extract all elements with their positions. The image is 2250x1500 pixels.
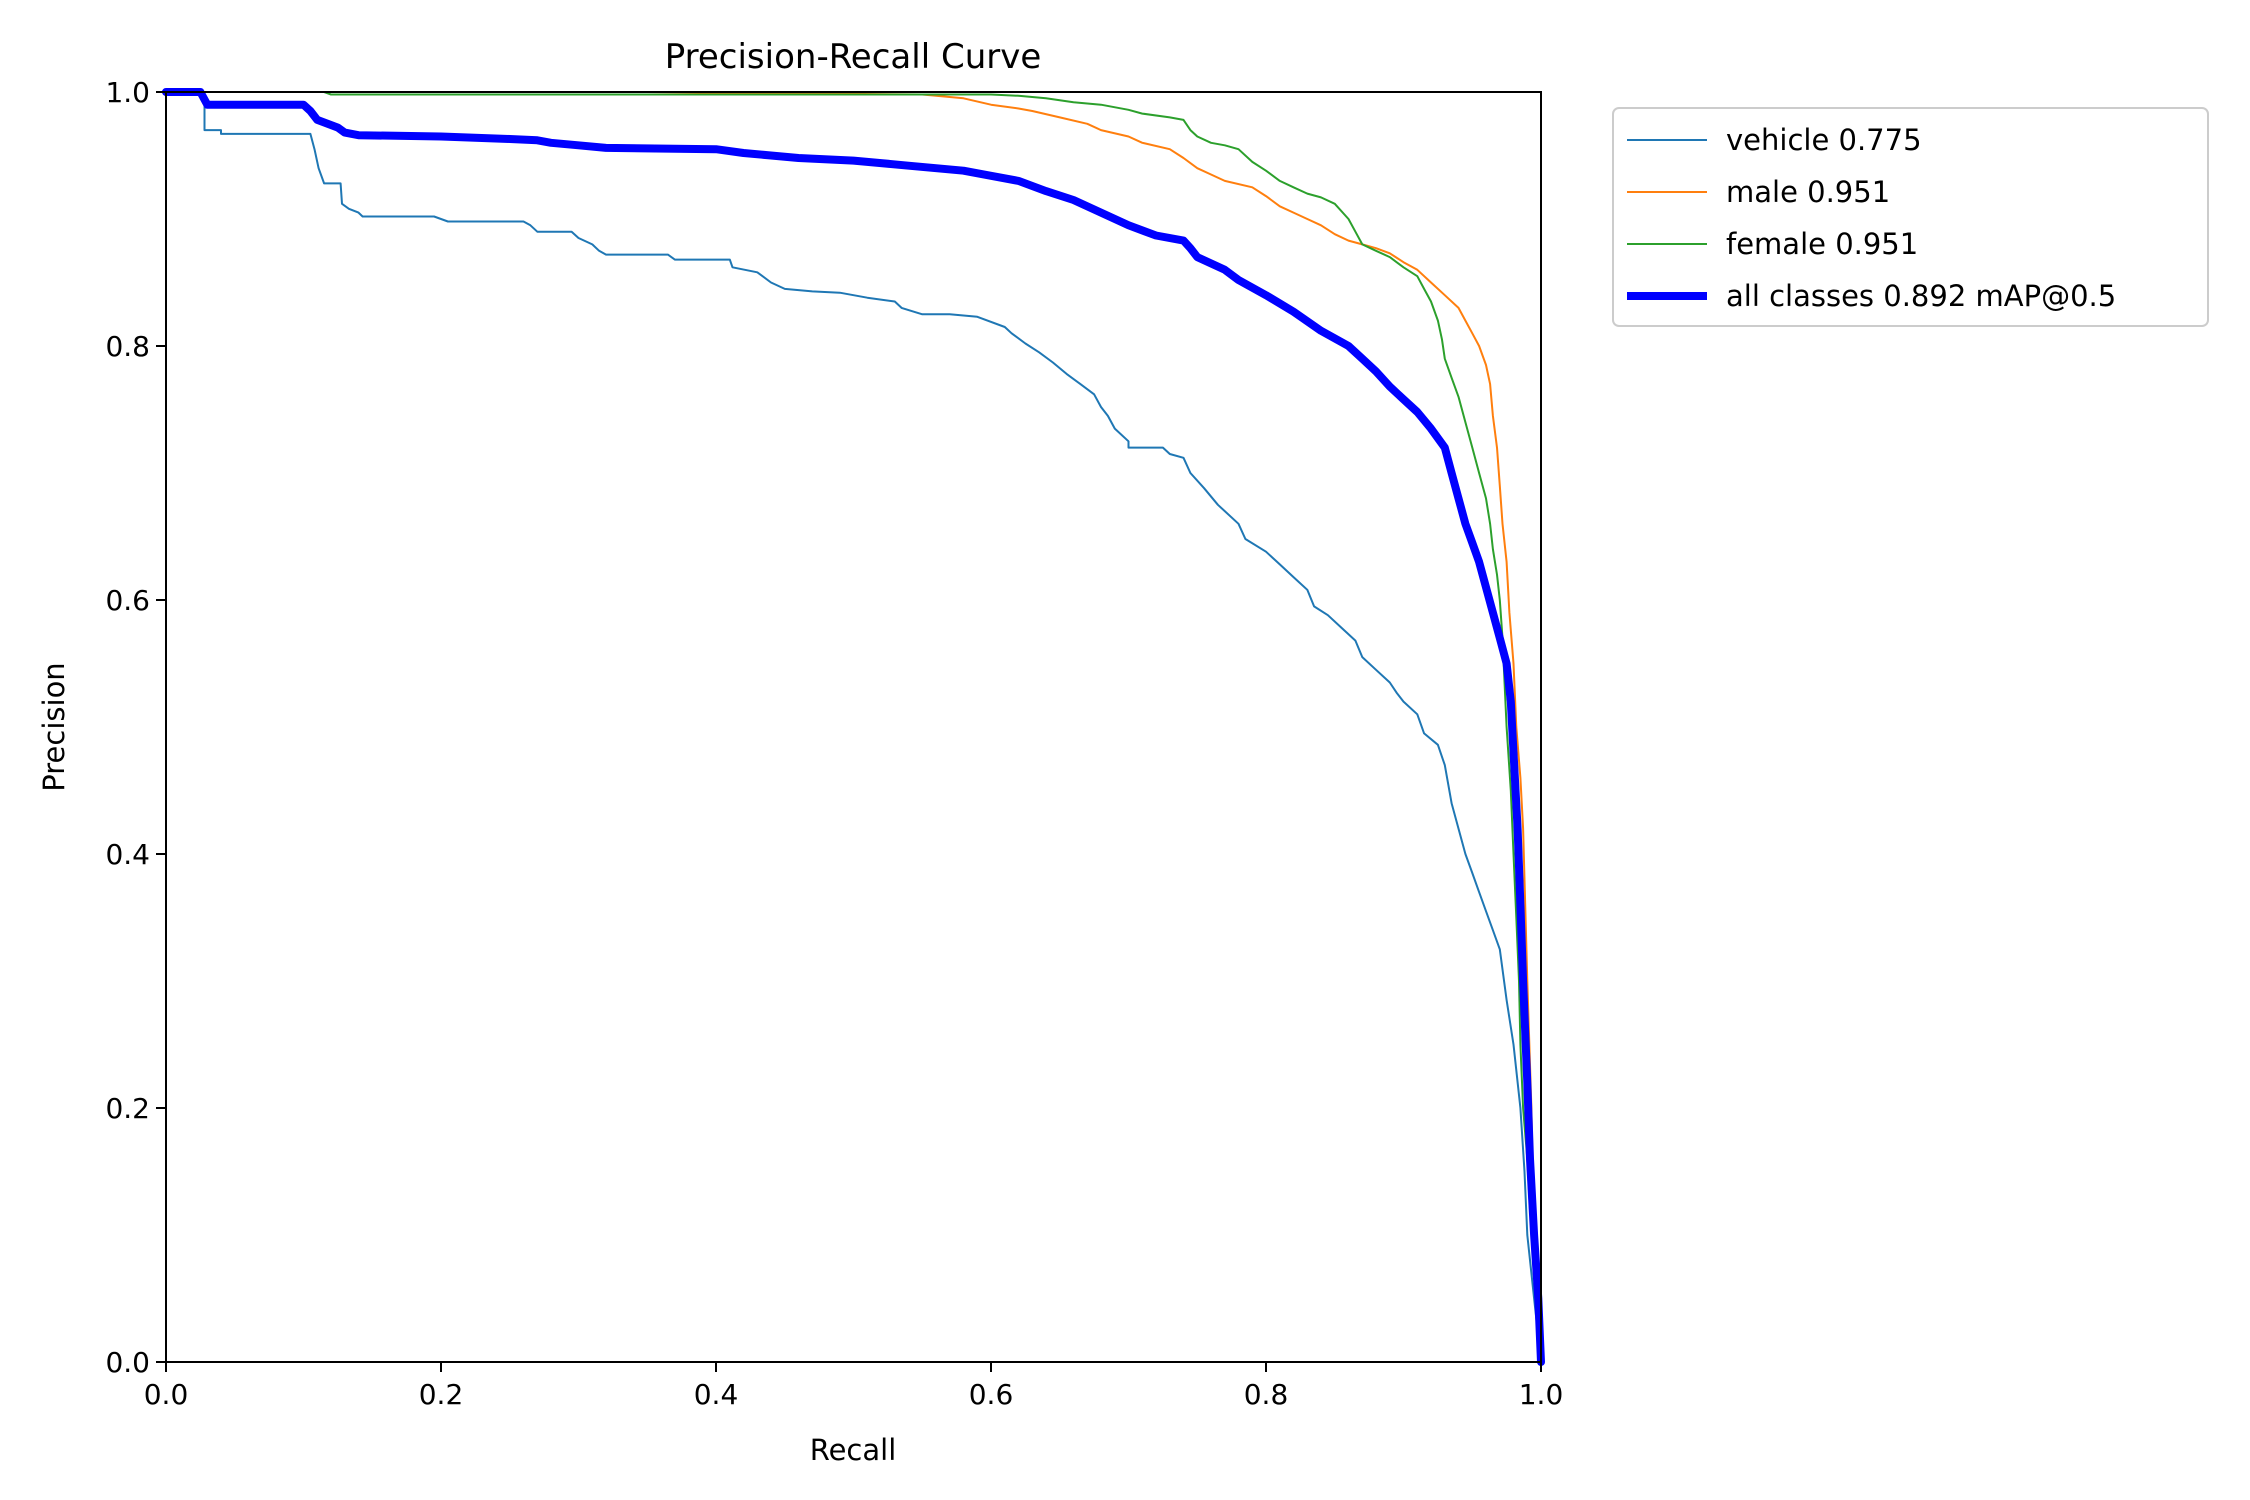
x-tick-label: 0.4: [694, 1378, 739, 1411]
x-axis-ticks: 0.0 0.2 0.4 0.6 0.8 1.0: [144, 1362, 1564, 1411]
plot-frame: [165, 91, 1542, 1363]
chart-title: Precision-Recall Curve: [665, 37, 1042, 77]
x-tick-label: 0.0: [144, 1378, 189, 1411]
x-tick-label: 1.0: [1519, 1378, 1564, 1411]
legend-label-2: female 0.951: [1726, 227, 1918, 261]
series-line-0: [165, 91, 1542, 1363]
y-tick-label: 0.0: [105, 1346, 150, 1379]
y-axis-ticks: 0.0 0.2 0.4 0.6 0.8 1.0: [105, 76, 166, 1379]
series-layer: [162, 88, 1545, 1366]
y-tick-label: 1.0: [105, 76, 150, 109]
series-line-3: [162, 88, 1545, 1366]
series-line-1: [165, 91, 1542, 1363]
y-axis-label: Precision: [37, 662, 71, 791]
series-line-2: [165, 91, 1542, 1363]
legend-frame: [1612, 107, 2209, 327]
legend-label-1: male 0.951: [1726, 175, 1890, 209]
x-tick-label: 0.2: [419, 1378, 464, 1411]
x-tick-label: 0.6: [969, 1378, 1014, 1411]
y-tick-label: 0.4: [105, 838, 150, 871]
y-tick-label: 0.2: [105, 1092, 150, 1125]
legend: vehicle 0.775 male 0.951 female 0.951 all c…: [1612, 107, 2209, 327]
legend-label-0: vehicle 0.775: [1726, 123, 1922, 157]
x-axis-label: Recall: [810, 1433, 897, 1467]
legend-label-3: all classes 0.892 mAP@0.5: [1726, 279, 2116, 313]
x-tick-label: 0.8: [1244, 1378, 1289, 1411]
y-tick-label: 0.8: [105, 330, 150, 363]
y-tick-label: 0.6: [105, 584, 150, 617]
